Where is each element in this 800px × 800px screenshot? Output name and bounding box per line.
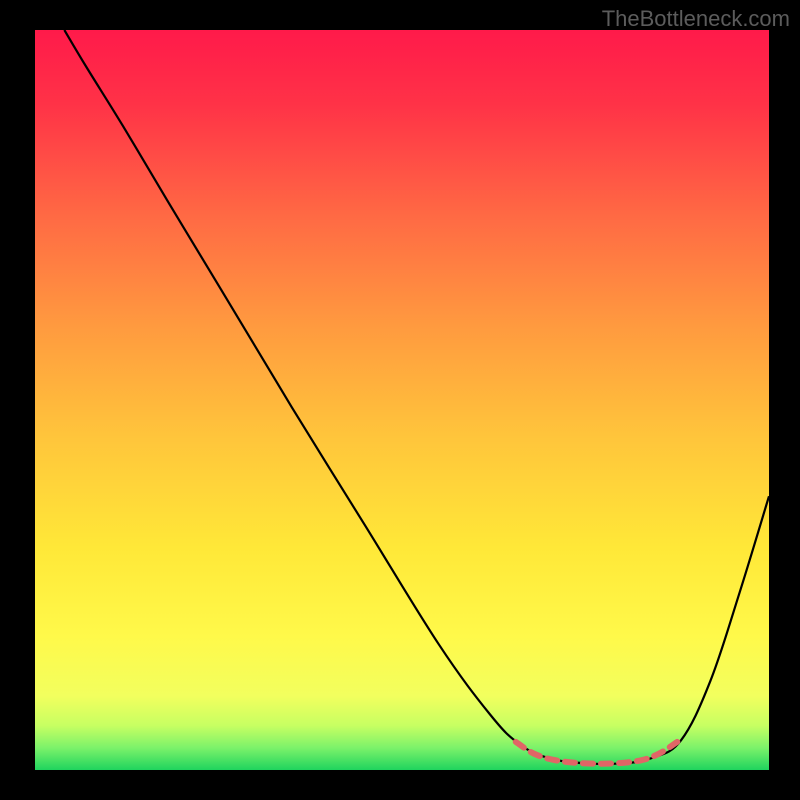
bottleneck-curve [64,30,769,764]
chart-plot-area [35,30,769,770]
chart-curve-layer [35,30,769,770]
optimal-range-marker [516,742,677,764]
watermark-text: TheBottleneck.com [602,6,790,32]
